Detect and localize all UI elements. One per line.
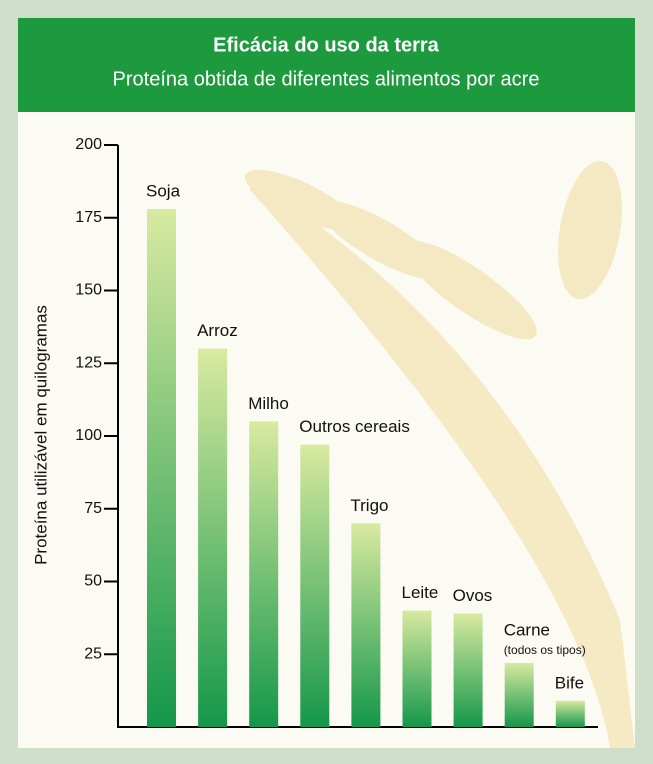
y-tick-label: 125 <box>75 354 102 371</box>
category-label: Soja <box>146 182 181 201</box>
bar <box>300 445 329 727</box>
y-axis-label: Proteína utilizável em quilogramas <box>31 305 50 565</box>
page: {"chart_data": {"type": "bar", "title": … <box>0 0 653 764</box>
chart-title: Eficácia do uso da terra <box>213 34 440 56</box>
category-note: (todos os tipos) <box>504 643 586 657</box>
y-tick-label: 175 <box>75 209 102 226</box>
chart-subtitle: Proteína obtida de diferentes alimentos … <box>113 68 540 90</box>
category-label: Ovos <box>453 586 493 605</box>
category-label: Arroz <box>197 321 238 340</box>
bar <box>351 523 380 727</box>
y-tick-label: 50 <box>84 573 102 590</box>
bar <box>249 421 278 727</box>
category-label: Outros cereais <box>299 417 410 436</box>
y-tick-label: 150 <box>75 282 102 299</box>
bar <box>147 209 176 727</box>
category-label: Trigo <box>350 496 388 515</box>
header <box>18 18 635 112</box>
chart: Eficácia do uso da terra Proteína obtida… <box>0 0 653 764</box>
y-tick-label: 100 <box>75 427 102 444</box>
bar <box>454 614 483 727</box>
bar <box>403 611 432 727</box>
bar <box>556 701 585 727</box>
bar <box>198 349 227 727</box>
category-label: Milho <box>248 394 289 413</box>
category-label: Carne <box>504 620 550 639</box>
y-tick-label: 75 <box>84 500 102 517</box>
y-tick-label: 25 <box>84 645 102 662</box>
y-tick-label: 200 <box>75 136 102 153</box>
bar <box>505 663 534 727</box>
category-label: Bife <box>555 673 584 692</box>
category-label: Leite <box>402 583 439 602</box>
